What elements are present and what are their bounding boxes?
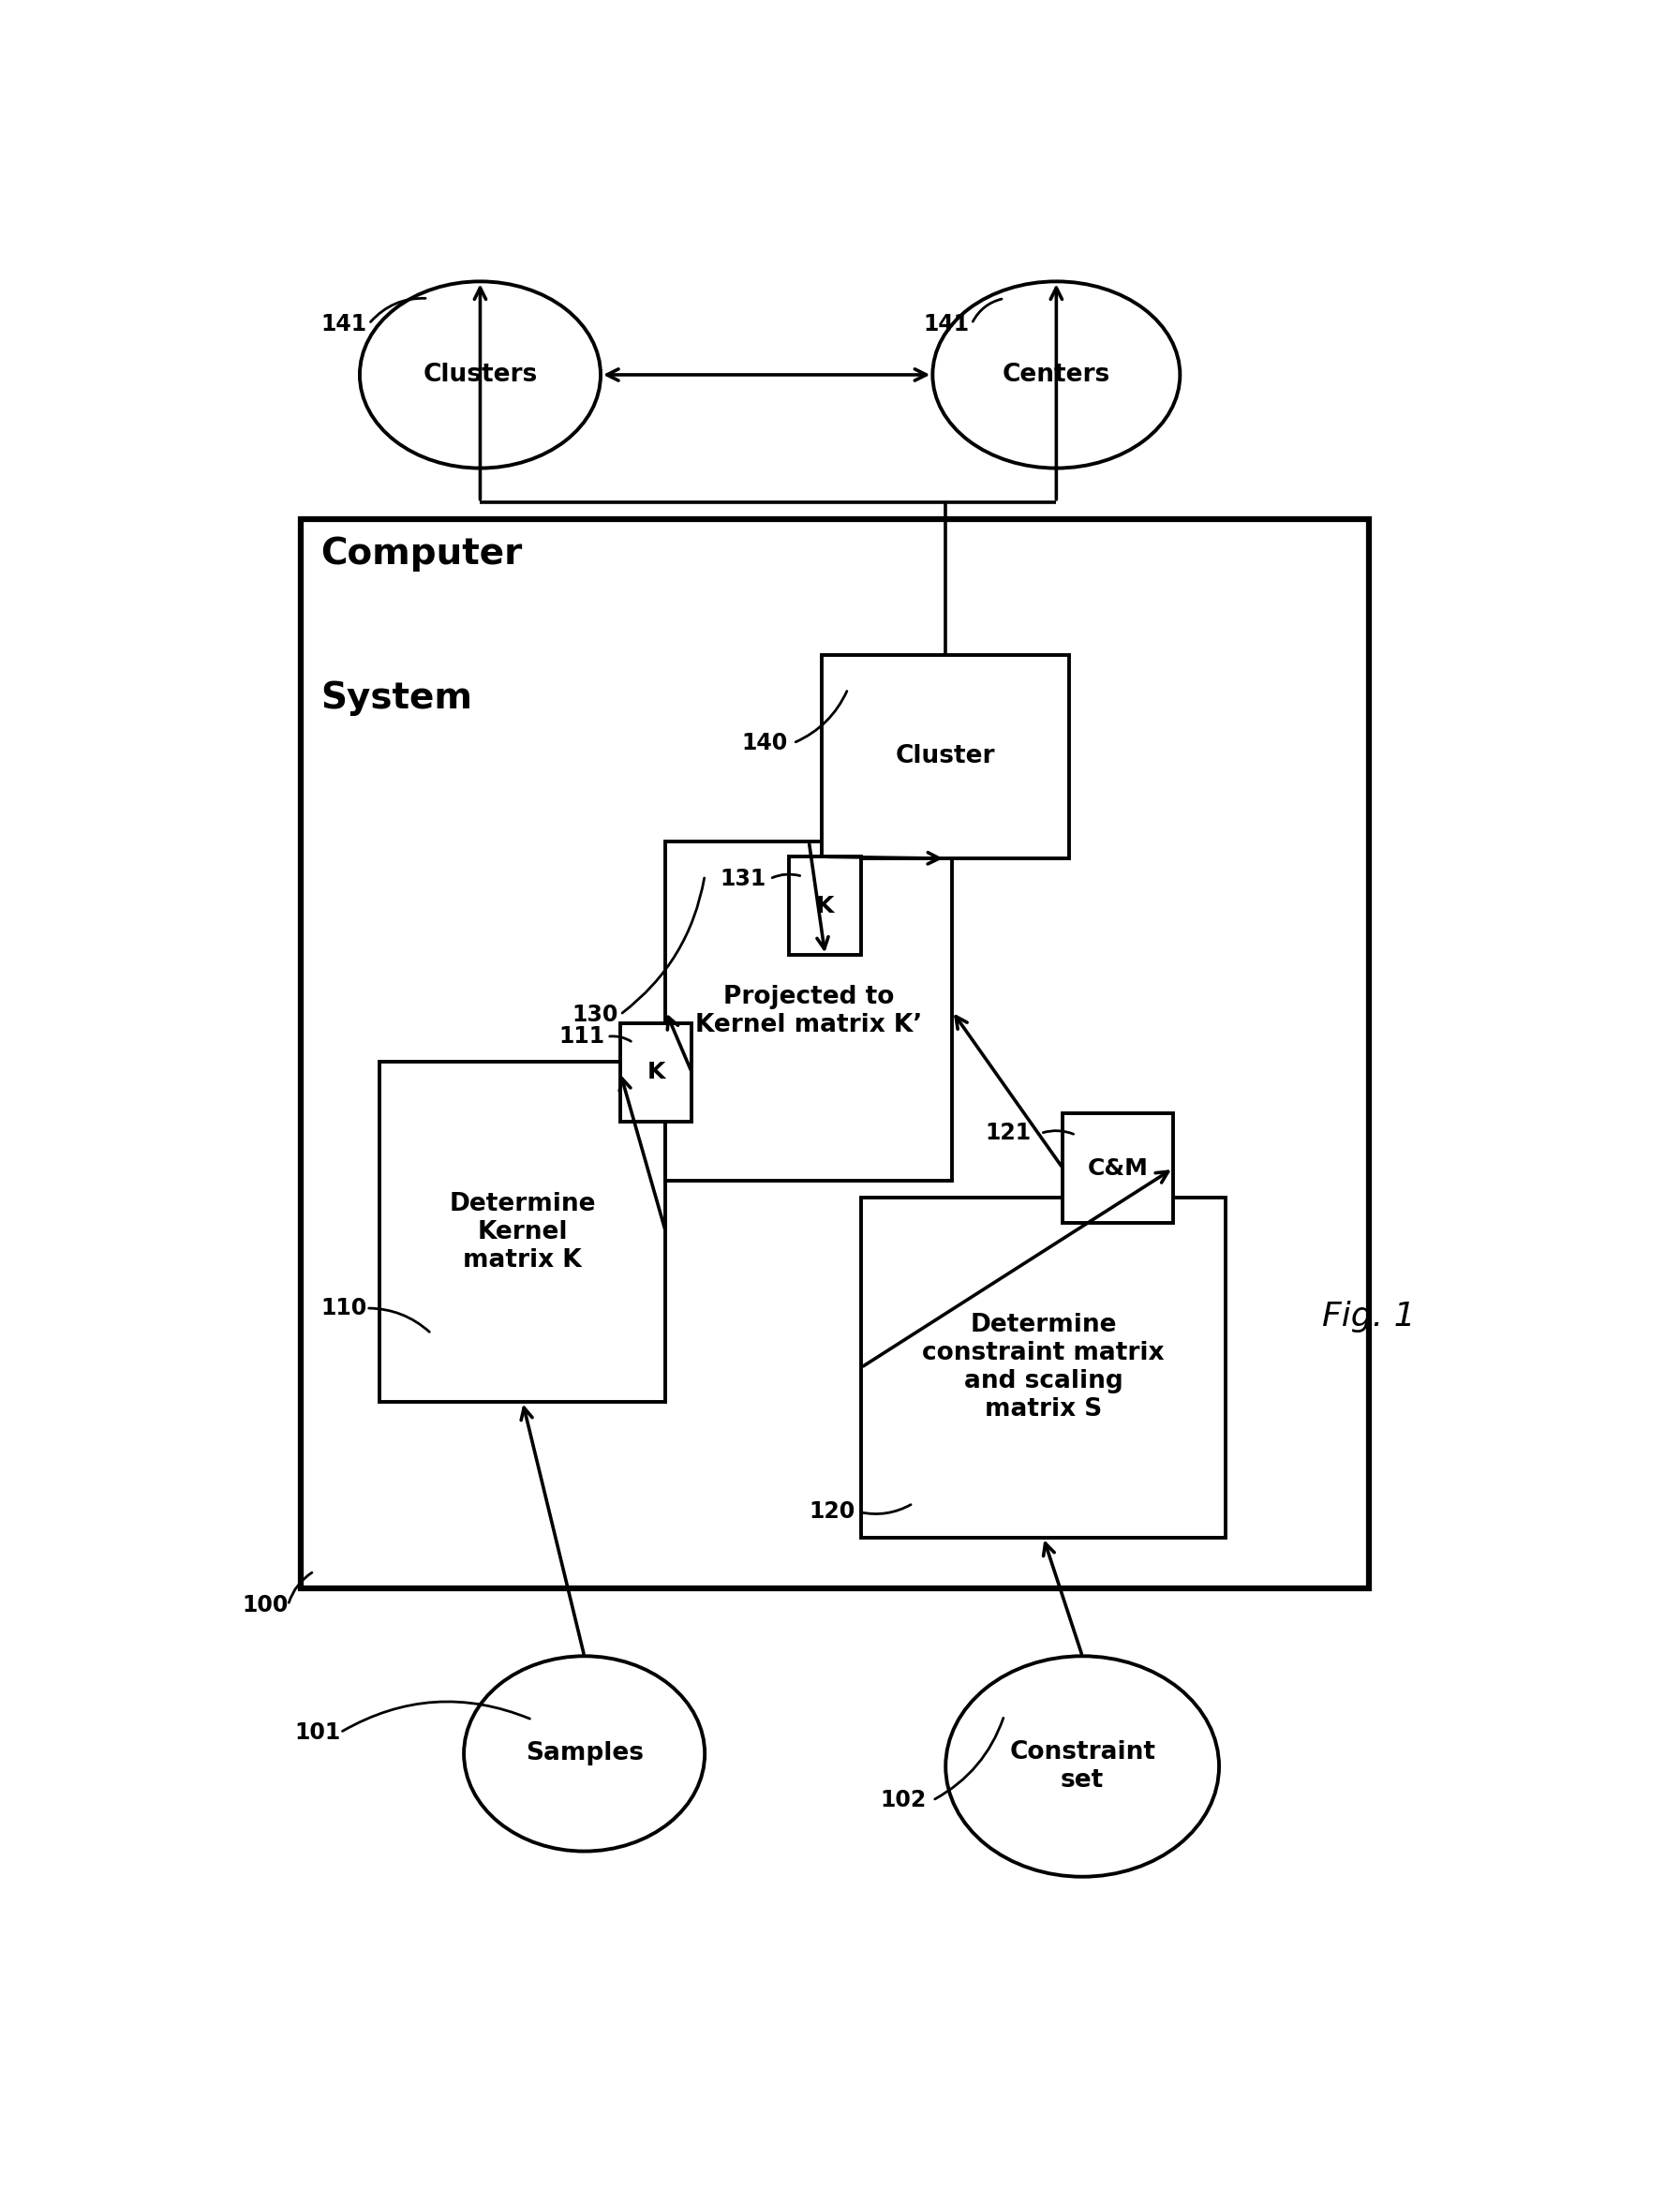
Text: System: System [321, 681, 472, 716]
Text: Projected to
Kernel matrix K’: Projected to Kernel matrix K’ [696, 985, 922, 1038]
Text: K: K [816, 895, 835, 917]
FancyBboxPatch shape [380, 1062, 665, 1402]
Text: 130: 130 [571, 1003, 618, 1025]
Text: 140: 140 [741, 732, 788, 754]
Text: Fig. 1: Fig. 1 [1322, 1300, 1416, 1333]
FancyBboxPatch shape [665, 842, 953, 1181]
Text: Clusters: Clusters [423, 364, 538, 388]
Text: Computer: Computer [321, 536, 522, 571]
FancyBboxPatch shape [790, 857, 862, 954]
Text: C&M: C&M [1087, 1157, 1149, 1179]
Ellipse shape [946, 1655, 1220, 1878]
Text: K: K [647, 1060, 665, 1084]
FancyBboxPatch shape [822, 655, 1068, 857]
Ellipse shape [932, 282, 1179, 467]
FancyBboxPatch shape [862, 1199, 1226, 1538]
Text: 141: 141 [321, 313, 366, 335]
Text: Cluster: Cluster [895, 745, 996, 769]
Text: 110: 110 [321, 1296, 366, 1320]
Text: 131: 131 [721, 868, 766, 890]
Text: 101: 101 [294, 1721, 341, 1743]
FancyBboxPatch shape [620, 1023, 692, 1122]
Text: 111: 111 [559, 1025, 605, 1047]
Text: Determine
Kernel
matrix K: Determine Kernel matrix K [449, 1192, 596, 1272]
Text: Samples: Samples [526, 1741, 643, 1765]
FancyBboxPatch shape [1063, 1113, 1173, 1223]
Ellipse shape [360, 282, 601, 467]
Text: 120: 120 [810, 1501, 855, 1523]
Text: Constraint
set: Constraint set [1010, 1741, 1156, 1792]
Text: Determine
constraint matrix
and scaling
matrix S: Determine constraint matrix and scaling … [922, 1314, 1164, 1422]
Ellipse shape [464, 1655, 706, 1851]
Text: 141: 141 [924, 313, 969, 335]
Text: Centers: Centers [1003, 364, 1110, 388]
Text: 102: 102 [880, 1790, 927, 1812]
FancyBboxPatch shape [301, 520, 1369, 1589]
Text: 100: 100 [242, 1593, 289, 1616]
Text: 121: 121 [984, 1122, 1032, 1144]
